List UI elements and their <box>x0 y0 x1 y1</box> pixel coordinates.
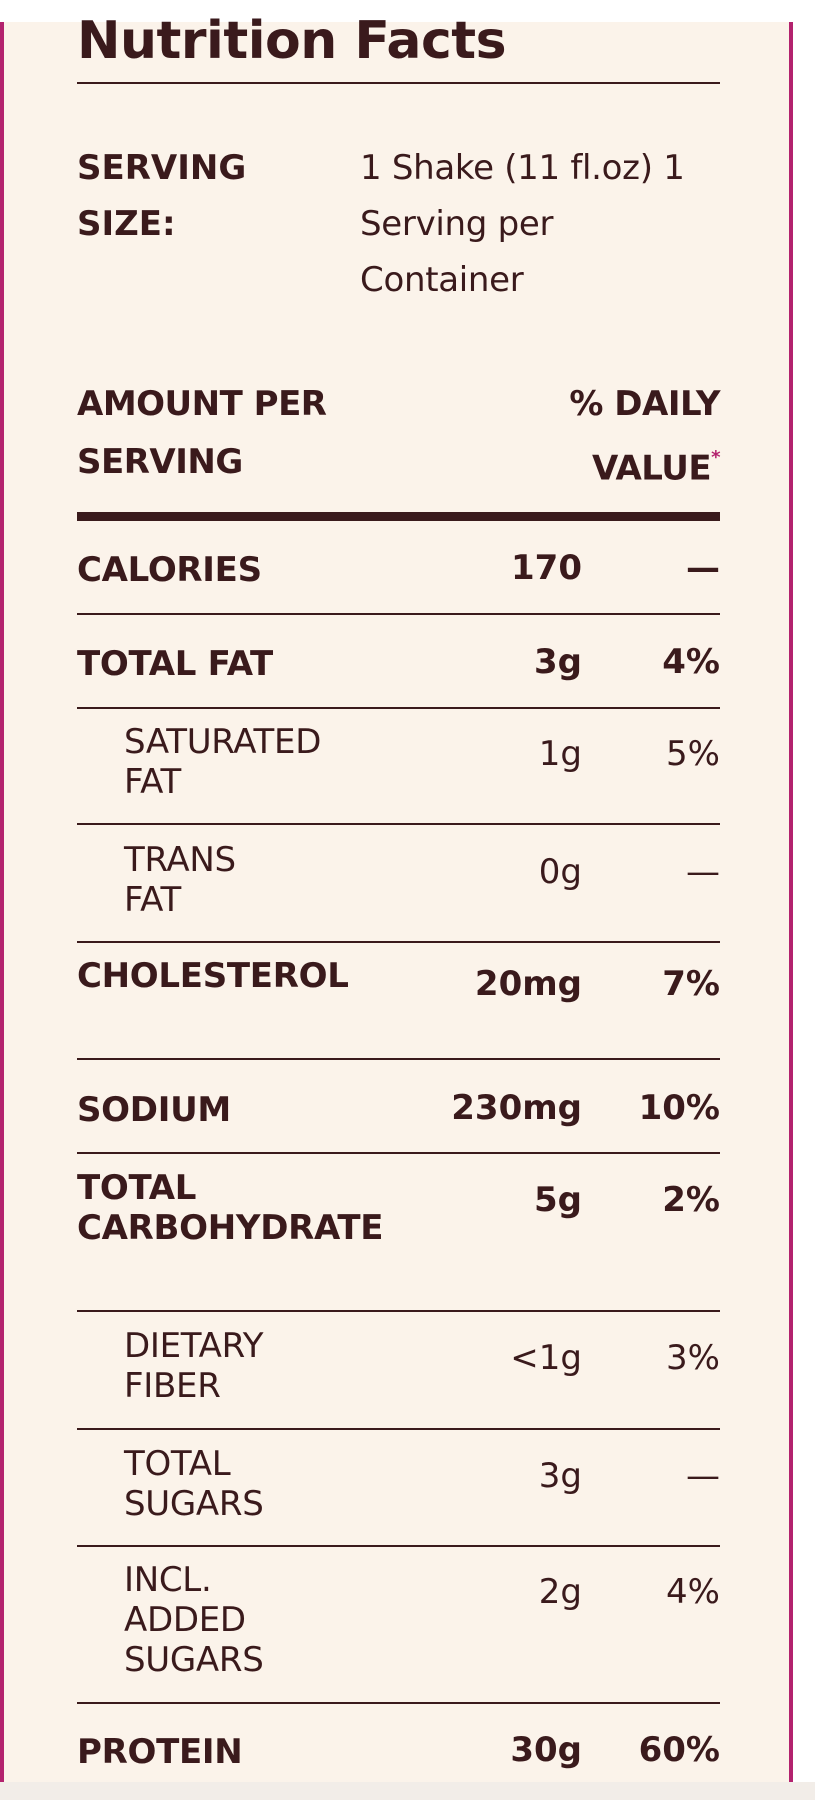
nutrient-daily-value: — <box>686 548 720 588</box>
row-divider <box>77 1310 720 1312</box>
bottom-strip <box>0 1782 815 1800</box>
nutrient-name: PROTEIN <box>77 1732 243 1772</box>
nutrient-daily-value: 7% <box>662 964 720 1004</box>
nutrient-amount: 3g <box>538 1456 582 1496</box>
nutrient-name: SATURATED FAT <box>124 722 322 802</box>
row-divider <box>77 613 720 615</box>
row-divider <box>77 1545 720 1547</box>
daily-value-header-text: % DAILY VALUE <box>569 384 720 489</box>
nutrient-amount: 230mg <box>451 1088 582 1128</box>
nutrition-panel <box>0 22 793 1782</box>
row-divider <box>77 1152 720 1154</box>
panel-right-border <box>789 22 793 1782</box>
row-divider <box>77 823 720 825</box>
nutrient-amount: <1g <box>510 1338 582 1378</box>
panel-left-border <box>0 22 4 1782</box>
row-divider <box>77 1702 720 1704</box>
nutrient-daily-value: — <box>686 1456 720 1496</box>
nutrient-name: INCL. ADDED SUGARS <box>124 1560 264 1680</box>
nutrient-amount: 0g <box>538 852 582 892</box>
nutrient-name: TOTAL SUGARS <box>124 1444 264 1524</box>
nutrient-name: TOTAL FAT <box>77 644 273 684</box>
row-divider <box>77 1058 720 1060</box>
row-divider <box>77 941 720 943</box>
nutrient-daily-value: 5% <box>666 734 720 774</box>
nutrient-name: TRANS FAT <box>124 840 236 920</box>
nutrient-daily-value: 10% <box>638 1088 720 1128</box>
serving-size-value: 1 Shake (11 fl.oz) 1 Serving per Contain… <box>360 148 685 300</box>
nutrient-daily-value: 3% <box>666 1338 720 1378</box>
nutrient-name: DIETARY FIBER <box>124 1326 264 1406</box>
serving-size-label: SERVING SIZE: <box>77 148 247 244</box>
nutrient-amount: 170 <box>511 548 582 588</box>
thick-divider <box>77 512 720 521</box>
daily-value-asterisk: * <box>711 447 720 468</box>
nutrient-amount: 1g <box>538 734 582 774</box>
nutrient-daily-value: 4% <box>662 642 720 682</box>
nutrition-facts-title: Nutrition Facts <box>77 11 507 71</box>
nutrient-amount: 2g <box>538 1572 582 1612</box>
row-divider <box>77 1428 720 1430</box>
nutrient-amount: 5g <box>534 1180 582 1220</box>
nutrient-amount: 20mg <box>474 964 582 1004</box>
nutrient-daily-value: — <box>686 852 720 892</box>
nutrient-name: SODIUM <box>77 1090 231 1130</box>
nutrient-daily-value: 2% <box>662 1180 720 1220</box>
row-divider <box>77 707 720 709</box>
nutrient-daily-value: 4% <box>666 1572 720 1612</box>
daily-value-header: % DAILY VALUE* <box>440 375 720 497</box>
nutrient-amount: 3g <box>534 642 582 682</box>
nutrient-name: TOTAL CARBOHYDRATE <box>77 1168 384 1248</box>
nutrient-name: CALORIES <box>77 550 262 590</box>
nutrient-daily-value: 60% <box>638 1730 720 1770</box>
title-divider <box>77 82 720 84</box>
amount-per-serving-header: AMOUNT PER SERVING <box>77 384 327 482</box>
nutrient-amount: 30g <box>510 1730 582 1770</box>
nutrient-name: CHOLESTEROL <box>77 956 349 996</box>
